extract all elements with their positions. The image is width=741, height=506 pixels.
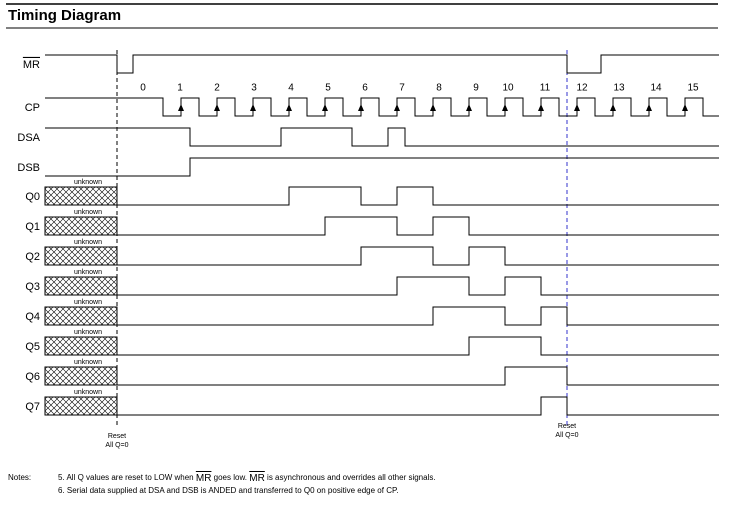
unknown-label: unknown (74, 239, 102, 246)
title: Timing Diagram (8, 7, 121, 24)
unknown-region (44, 306, 118, 326)
clock-number: 13 (613, 83, 625, 94)
signal-label: Q7 (25, 401, 40, 413)
unknown-label: unknown (74, 299, 102, 306)
note: 6. Serial data supplied at DSA and DSB i… (58, 486, 399, 495)
signal-label: Q6 (25, 371, 40, 383)
signal-label: DSB (17, 162, 40, 174)
annotation: All Q=0 (105, 442, 128, 449)
annotation: Reset (108, 433, 126, 440)
unknown-region (44, 366, 118, 386)
note-part: 5. All Q values are reset to LOW when (58, 473, 194, 482)
clock-number: 7 (399, 83, 405, 94)
signal-label: Q5 (25, 341, 40, 353)
unknown-label: unknown (74, 209, 102, 216)
waveform (117, 306, 719, 326)
clock-number: 6 (362, 83, 368, 94)
waveform (117, 216, 719, 236)
unknown-region (44, 396, 118, 416)
unknown-label: unknown (74, 359, 102, 366)
note-part: goes low. (214, 473, 247, 482)
unknown-region (44, 336, 118, 356)
waveform (117, 336, 719, 356)
signal-label: Q4 (25, 311, 40, 323)
note-part: MR (196, 473, 212, 484)
note: 5. All Q values are reset to LOW when MR… (58, 473, 436, 484)
waveform (45, 127, 719, 147)
clock-number: 1 (177, 83, 183, 94)
clock-number: 5 (325, 83, 331, 94)
clock-number: 0 (140, 83, 146, 94)
clock-number: 14 (650, 83, 662, 94)
annotation: All Q=0 (555, 432, 578, 439)
unknown-label: unknown (74, 329, 102, 336)
notes-label: Notes: (8, 473, 31, 482)
signal-label: Q1 (25, 221, 40, 233)
waveform (117, 246, 719, 266)
clock-number: 3 (251, 83, 257, 94)
signal-label: Q0 (25, 191, 40, 203)
clock-number: 11 (540, 83, 551, 94)
unknown-region (44, 186, 118, 206)
signal-label: MR (23, 59, 40, 71)
annotation: Reset (558, 423, 576, 430)
clock-number: 15 (687, 83, 699, 94)
waveform (117, 396, 719, 416)
unknown-label: unknown (74, 179, 102, 186)
waveform (117, 186, 719, 206)
waveform (117, 366, 719, 386)
clock-number: 2 (214, 83, 220, 94)
signal-label: Q2 (25, 251, 40, 263)
signal-label: DSA (17, 132, 40, 144)
signal-label: Q3 (25, 281, 40, 293)
waveform (45, 54, 719, 74)
clock-number: 12 (576, 83, 588, 94)
waveform (45, 157, 719, 177)
clock-number: 10 (502, 83, 514, 94)
unknown-region (44, 216, 118, 236)
note-part: is asynchronous and overrides all other … (267, 473, 436, 482)
unknown-region (44, 246, 118, 266)
note-part: MR (249, 473, 265, 484)
unknown-region (44, 276, 118, 296)
clock-number: 4 (288, 83, 294, 94)
waveform (117, 276, 719, 296)
clock-number: 8 (436, 83, 442, 94)
unknown-label: unknown (74, 269, 102, 276)
signal-label: CP (25, 102, 40, 114)
clock-number: 9 (473, 83, 479, 94)
unknown-label: unknown (74, 389, 102, 396)
waveform (45, 97, 719, 117)
